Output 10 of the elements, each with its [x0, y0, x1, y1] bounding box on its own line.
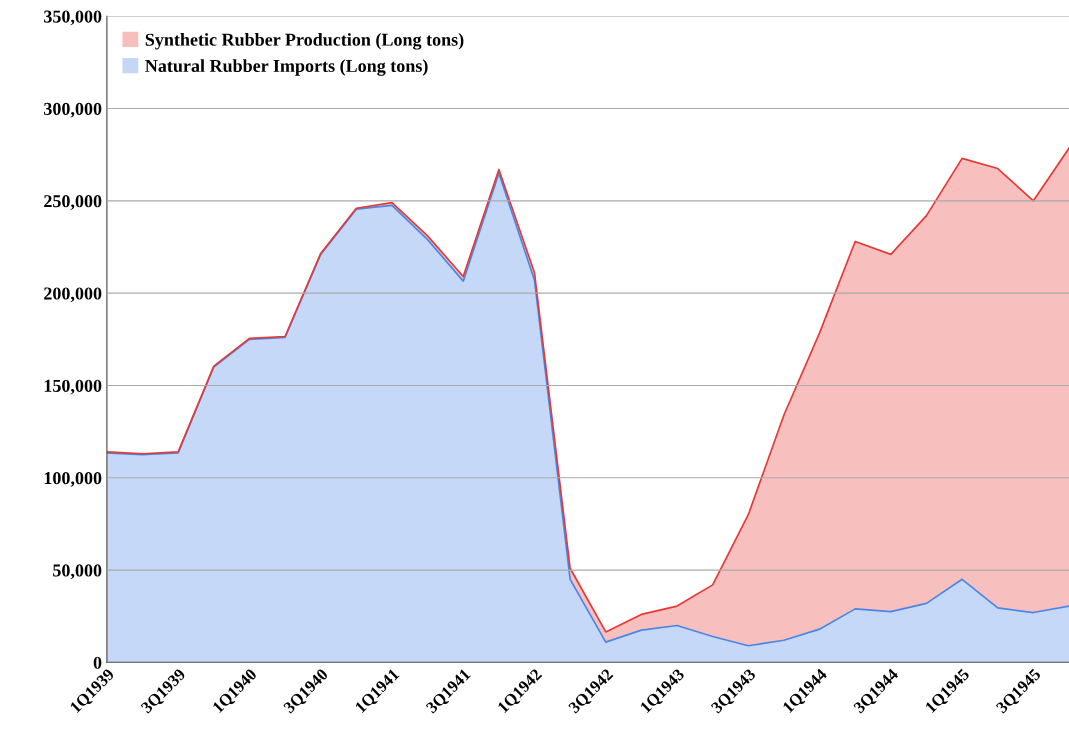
y-tick-label: 100,000 — [44, 472, 102, 487]
y-tick-label: 250,000 — [44, 195, 102, 210]
y-tick-label: 150,000 — [44, 379, 102, 395]
y-tick-label: 350,000 — [44, 10, 102, 26]
y-tick-label: 300,000 — [44, 102, 102, 118]
y-tick-label: 50,000 — [53, 564, 102, 580]
legend-label: Natural Rubber Imports (Long tons) — [145, 59, 428, 76]
y-tick-label: 0 — [93, 656, 102, 669]
legend-label: Synthetic Rubber Production (Long tons) — [145, 33, 464, 50]
y-tick-label: 200,000 — [44, 287, 102, 303]
